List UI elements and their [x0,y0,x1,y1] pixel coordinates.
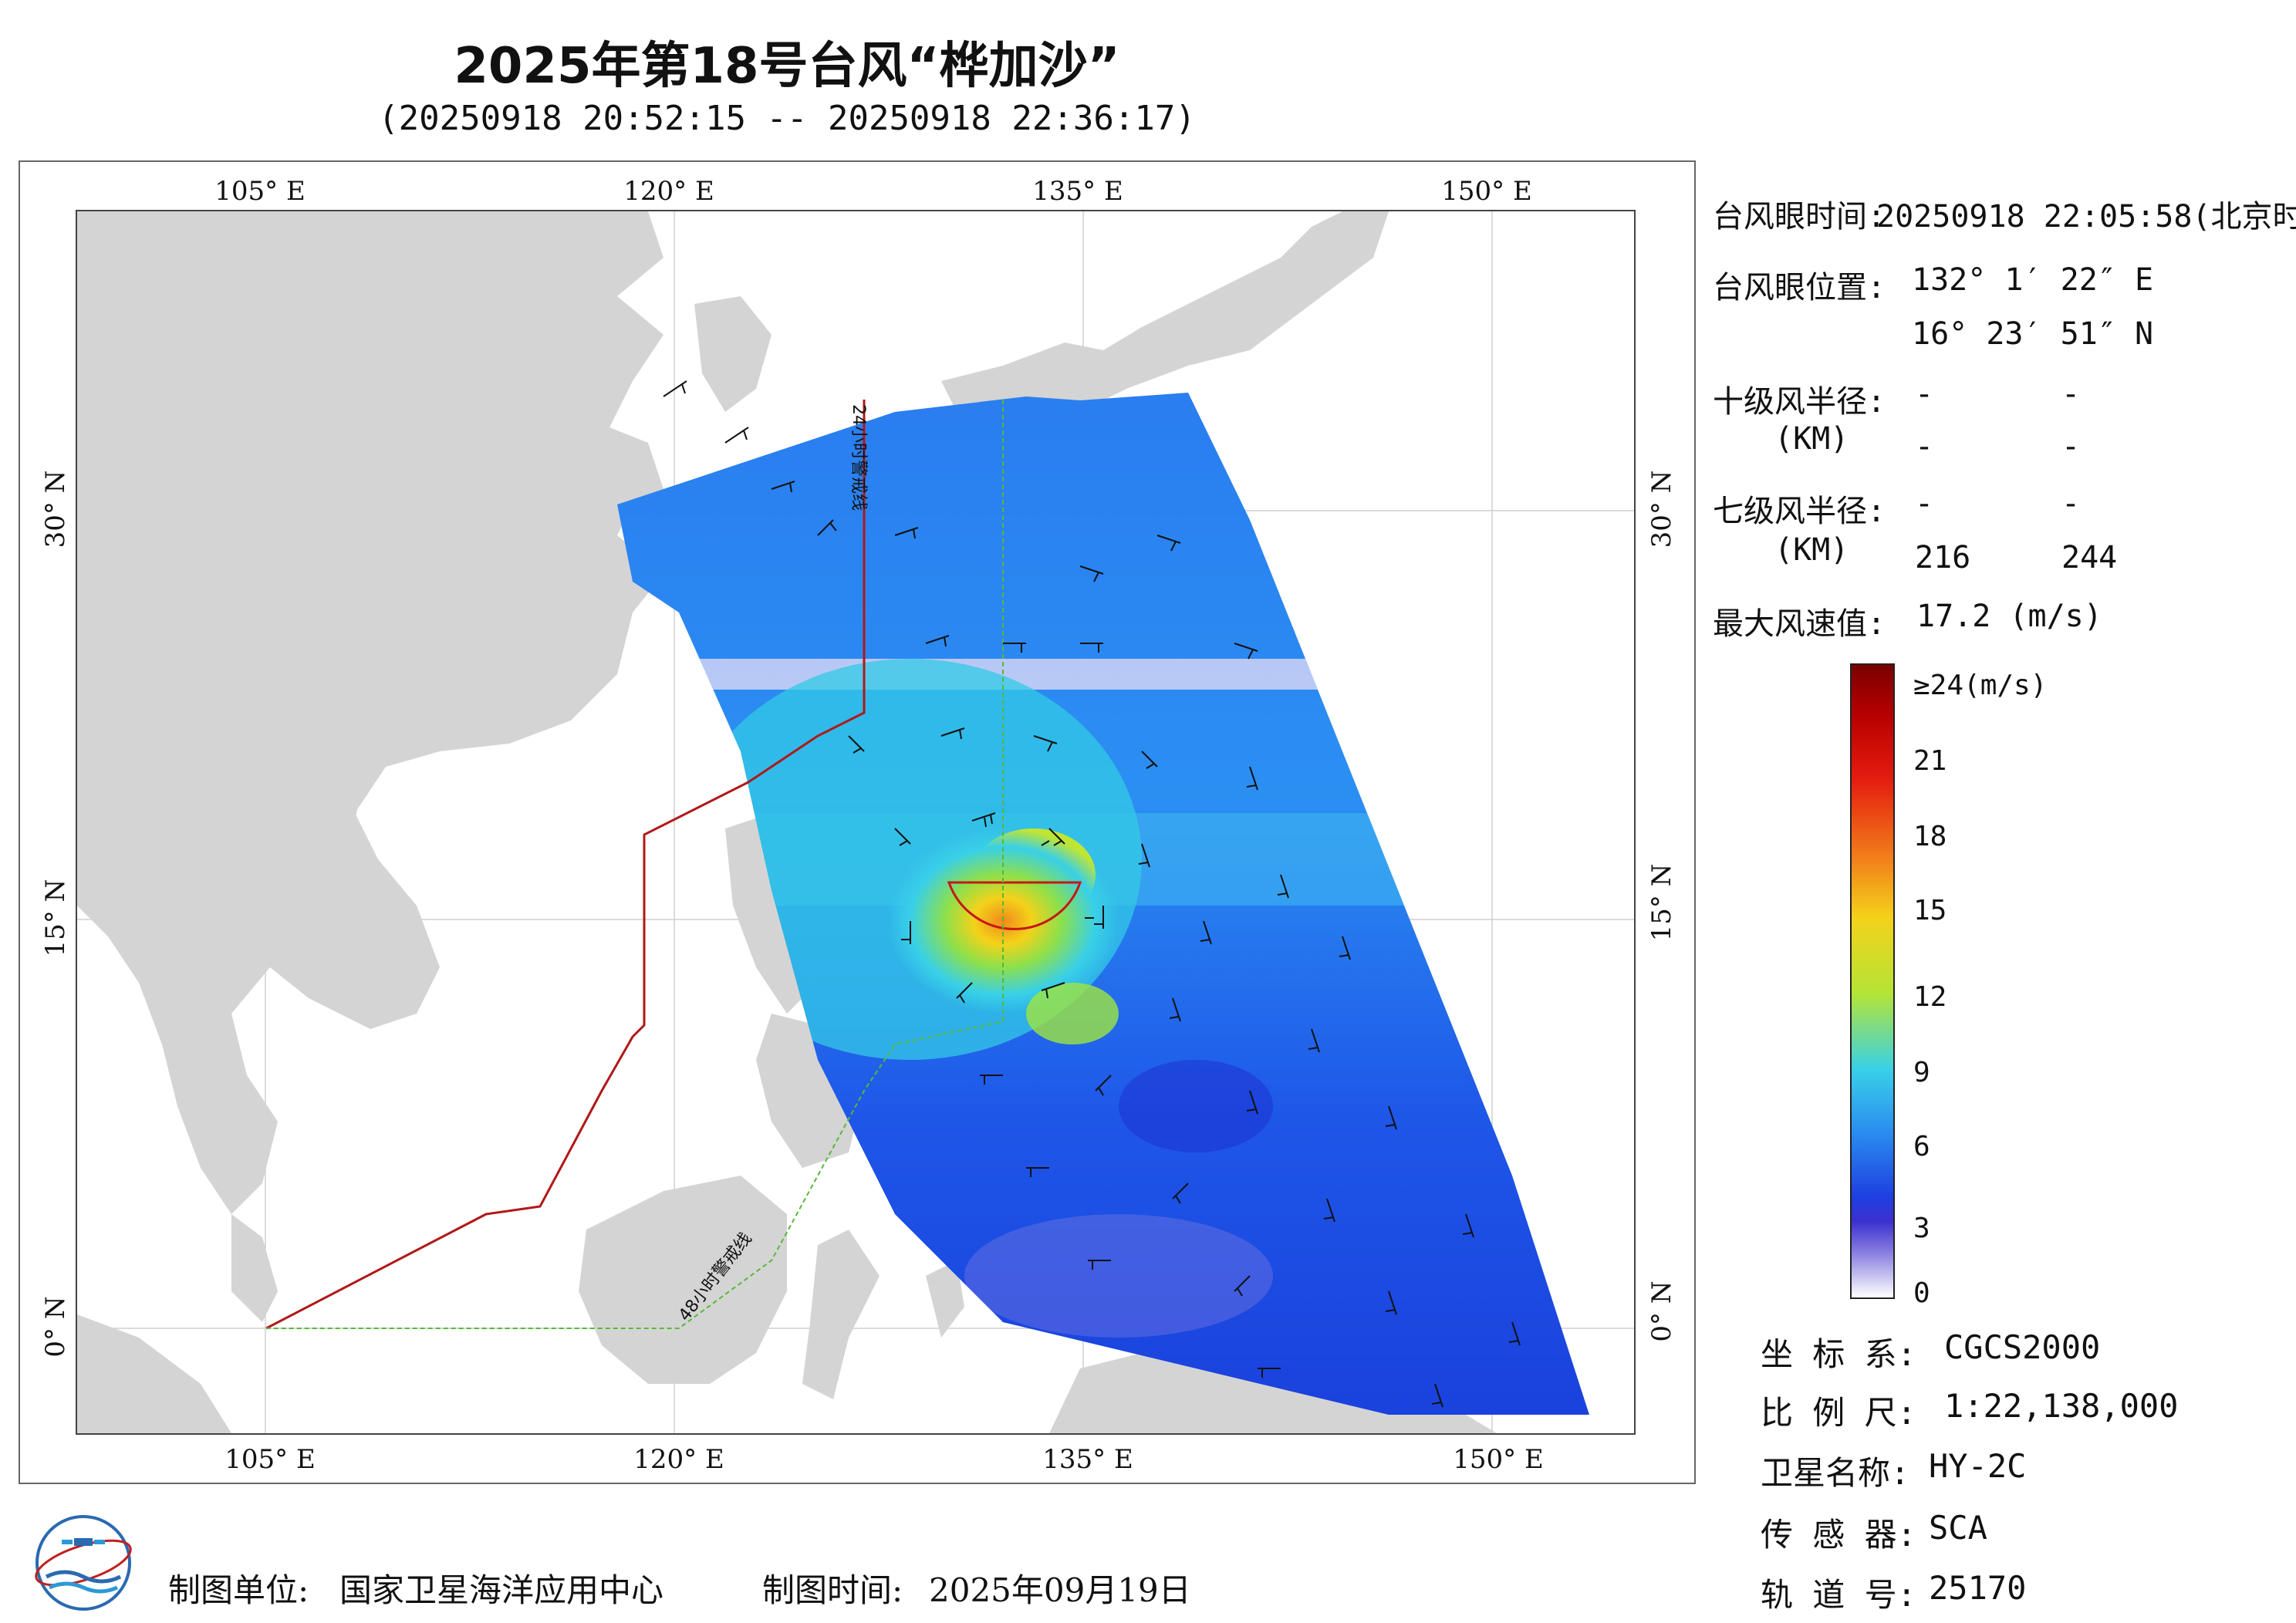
colorbar-label-18: 18 [1913,821,1947,852]
r10-value-2: - [2061,376,2081,412]
warning-line-24h-label: 24小时警戒线 [849,404,868,511]
colorbar-label-15: 15 [1913,895,1947,926]
warning-line-24h [265,400,866,1330]
map-subtitle: (20250918 20:52:15 -- 20250918 22:36:17) [378,99,1196,138]
lon-label-bottom-105: 105° E [225,1444,316,1475]
lon-label-top-105: 105° E [214,176,306,207]
lat-label-right-15: 15° N [1646,863,1677,942]
crs-value: CGCS2000 [1944,1328,2101,1366]
r7-value-4: 244 [2061,540,2118,575]
lat-label-left-15: 15° N [40,879,71,957]
scale-label: 比 例 尺: [1761,1394,1916,1432]
r7-value-3: 216 [1915,540,1971,575]
sensor-label: 传 感 器: [1761,1516,1916,1554]
colorbar-label-0: 0 [1913,1277,1930,1309]
sulawesi [802,1230,880,1399]
lon-label-top-150: 150° E [1441,176,1532,207]
scale-value: 1:22,138,000 [1944,1387,2179,1425]
r7-value-2: - [2061,486,2081,521]
colorbar-label-24: ≥24(m/s) [1913,670,2048,701]
lon-label-top-120: 120° E [623,176,714,207]
lon-label-bottom-150: 150° E [1453,1444,1544,1475]
sensor-value: SCA [1929,1509,1987,1547]
r7-unit: (KM) [1774,532,1849,568]
crs-label: 坐 标 系: [1761,1335,1916,1373]
lat-label-right-30: 30° N [1646,470,1677,548]
max-wind-label: 最大风速值: [1713,606,1886,642]
colorbar-label-9: 9 [1913,1057,1930,1088]
footer-org-label: 制图单位: [168,1571,309,1609]
footer-date-label: 制图时间: [762,1571,903,1609]
r10-value-1: - [1915,376,1934,412]
colorbar-label-21: 21 [1913,745,1947,777]
borneo [579,1176,787,1384]
malay-peninsula [231,1214,278,1322]
hainan [324,767,363,821]
r7-value-1: - [1915,486,1934,521]
wind-radius-arc [947,881,1082,930]
r10-label: 十级风半径: [1713,384,1886,420]
map-title: 2025年第18号台风“桦加沙” [454,38,1120,95]
orbit-value: 25170 [1929,1569,2027,1607]
eye-position-label: 台风眼位置: [1713,270,1886,305]
max-wind-value: 17.2 (m/s) [1916,599,2102,634]
lat-label-left-30: 30° N [40,470,71,548]
colorbar-label-6: 6 [1913,1131,1930,1162]
eye-time-value: 20250918 22:05:58(北京时) [1876,199,2296,235]
lon-label-bottom-135: 135° E [1042,1444,1133,1475]
lat-label-right-0: 0° N [1646,1281,1677,1342]
r10-unit: (KM) [1774,421,1849,457]
lon-label-bottom-120: 120° E [633,1444,724,1475]
footer-date-value: 2025年09月19日 [929,1571,1191,1609]
asia-mainland [77,211,663,1214]
colorbar-label-3: 3 [1913,1213,1930,1244]
wind-field-map: 24小时警戒线 48小时警戒线 [76,210,1636,1435]
orbit-label: 轨 道 号: [1761,1576,1916,1614]
halmahera [926,1260,964,1338]
eye-longitude: 132° 1′ 22″ E [1912,262,2154,298]
korea [694,296,772,412]
r7-label: 七级风半径: [1713,494,1886,529]
eye-time-label: 台风眼时间: [1713,199,1886,235]
satellite-label: 卫星名称: [1761,1454,1910,1492]
agency-logo [31,1510,136,1615]
colorbar-label-12: 12 [1913,981,1947,1013]
r10-value-4: - [2061,429,2081,464]
wind-barbs [663,380,1521,1408]
sumatra [77,1314,231,1433]
satellite-value: HY-2C [1929,1447,2027,1485]
lon-label-top-135: 135° E [1032,176,1123,207]
eye-latitude: 16° 23′ 51″ N [1912,316,2154,352]
warning-line-48h [266,400,1004,1329]
footer-org-value: 国家卫星海洋应用中心 [339,1571,664,1609]
lat-label-left-0: 0° N [40,1296,71,1358]
colorbar [1850,663,1895,1299]
r10-value-3: - [1915,429,1934,464]
japan [941,211,1389,458]
